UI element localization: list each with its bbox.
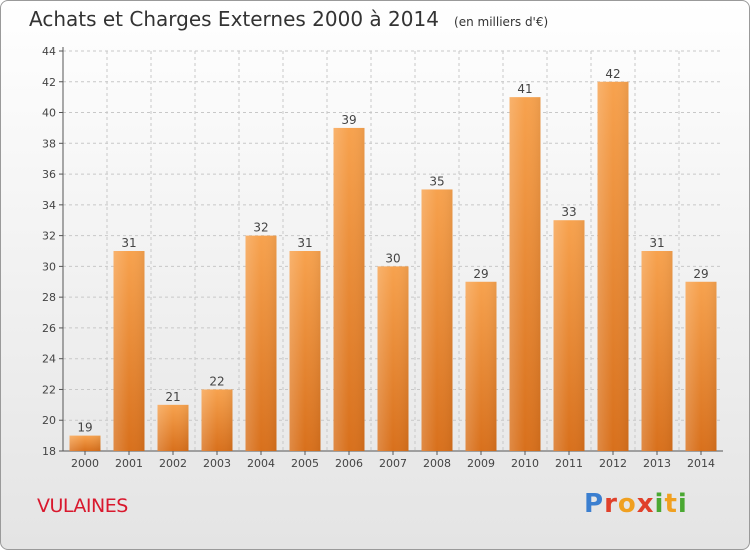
y-tick-label: 32 [42, 230, 56, 243]
x-tick-label-2014: 2014 [687, 457, 715, 470]
data-label-2009: 29 [473, 267, 488, 281]
chart-unit: (en milliers d'€) [454, 15, 549, 29]
logo-letter: i [654, 489, 665, 519]
bars [69, 81, 717, 452]
x-tick-label-2013: 2013 [643, 457, 671, 470]
x-tick-label-2006: 2006 [335, 457, 363, 470]
y-tick-label: 36 [42, 168, 56, 181]
chart-title: Achats et Charges Externes 2000 à 2014 [29, 7, 439, 31]
y-tick-label: 38 [42, 137, 56, 150]
place-name: VULAINES [37, 495, 128, 517]
proxiti-logo: Proxiti [584, 489, 688, 519]
bar-shine [509, 97, 541, 452]
data-label-2000: 19 [77, 421, 92, 435]
data-label-2010: 41 [517, 82, 532, 96]
logo-letter: t [664, 489, 678, 519]
data-label-2014: 29 [693, 267, 708, 281]
x-tick-label-2011: 2011 [555, 457, 583, 470]
data-label-2001: 31 [121, 236, 136, 250]
x-tick-label-2002: 2002 [159, 457, 187, 470]
x-tick-label-2001: 2001 [115, 457, 143, 470]
x-tick-label-2003: 2003 [203, 457, 231, 470]
bar-shine [289, 251, 321, 451]
y-tick-label: 44 [42, 45, 56, 58]
data-label-2002: 21 [165, 390, 180, 404]
bar-shine [333, 127, 365, 451]
data-label-2006: 39 [341, 113, 356, 127]
bar-shine [685, 281, 717, 451]
x-tick-label-2010: 2010 [511, 457, 539, 470]
data-label-2013: 31 [649, 236, 664, 250]
y-tick-label: 18 [42, 445, 56, 458]
y-tick-label: 42 [42, 76, 56, 89]
x-tick-label-2004: 2004 [247, 457, 275, 470]
data-label-2007: 30 [385, 251, 400, 265]
y-tick-label: 20 [42, 414, 56, 427]
x-tick-label-2012: 2012 [599, 457, 627, 470]
x-tick-label-2009: 2009 [467, 457, 495, 470]
x-tick-label-2005: 2005 [291, 457, 319, 470]
y-tick-label: 24 [42, 353, 56, 366]
data-label-2008: 35 [429, 174, 444, 188]
title-row: Achats et Charges Externes 2000 à 2014 (… [29, 7, 548, 31]
bar-shine [157, 404, 189, 451]
data-label-2004: 32 [253, 221, 268, 235]
x-tick-label-2008: 2008 [423, 457, 451, 470]
y-tick-label: 26 [42, 322, 56, 335]
bar-shine [465, 281, 497, 451]
data-label-2011: 33 [561, 205, 576, 219]
y-tick-label: 40 [42, 107, 56, 120]
y-tick-label: 28 [42, 291, 56, 304]
y-tick-label: 22 [42, 383, 56, 396]
bar-shine [597, 81, 629, 452]
y-tick-label: 30 [42, 260, 56, 273]
x-tick-label-2007: 2007 [379, 457, 407, 470]
bar-shine [553, 220, 585, 451]
bar-shine [421, 189, 453, 451]
logo-letter: i [677, 489, 688, 519]
y-tick-label: 34 [42, 199, 56, 212]
data-label-2005: 31 [297, 236, 312, 250]
axes: 18 20 22 24 26 28 30 32 34 36 38 40 42 44 2000 2001 2002… [42, 45, 723, 470]
x-tick-label-2000: 2000 [71, 457, 99, 470]
bar-shine [201, 389, 233, 451]
bar-shine [641, 251, 673, 451]
logo-letter: x [636, 489, 655, 519]
data-label-2003: 22 [209, 374, 224, 388]
data-label-2012: 42 [605, 67, 620, 81]
data-labels: 19 31 21 22 32 31 39 30 35 29 41 33 42 31 29 [77, 67, 708, 435]
logo-letter: o [617, 489, 637, 519]
logo-letter: r [604, 489, 618, 519]
bar-shine [377, 266, 409, 451]
bar-shine [69, 435, 101, 451]
logo-letter: P [584, 489, 605, 519]
bar-shine [113, 251, 145, 451]
bar-shine [245, 235, 277, 451]
